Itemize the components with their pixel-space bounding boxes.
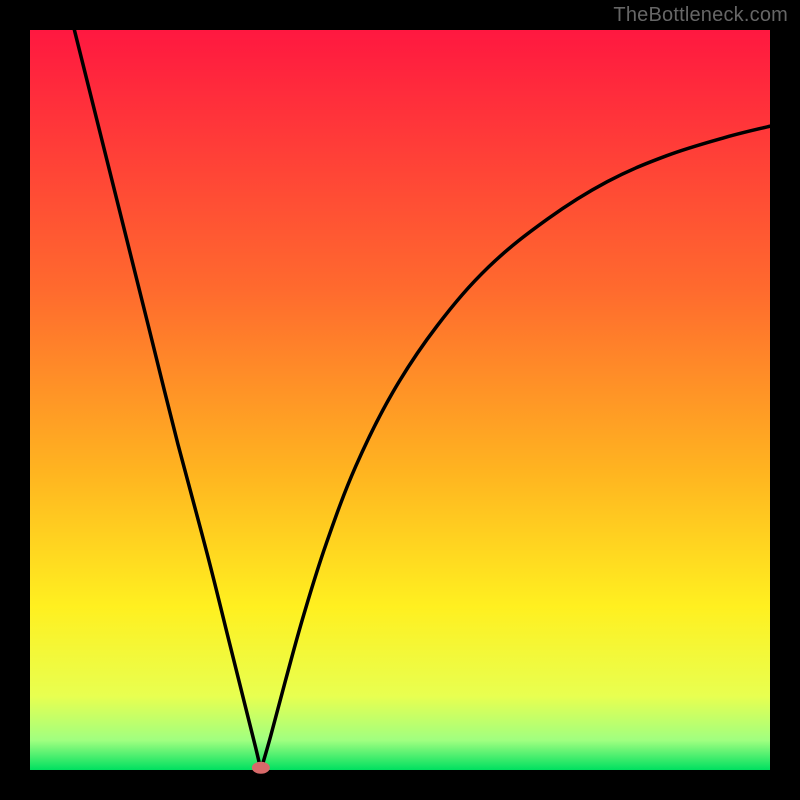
optimum-marker	[252, 762, 270, 774]
watermark-text: TheBottleneck.com	[613, 4, 788, 27]
bottleneck-curve	[67, 0, 770, 770]
plot-svg	[0, 0, 800, 800]
